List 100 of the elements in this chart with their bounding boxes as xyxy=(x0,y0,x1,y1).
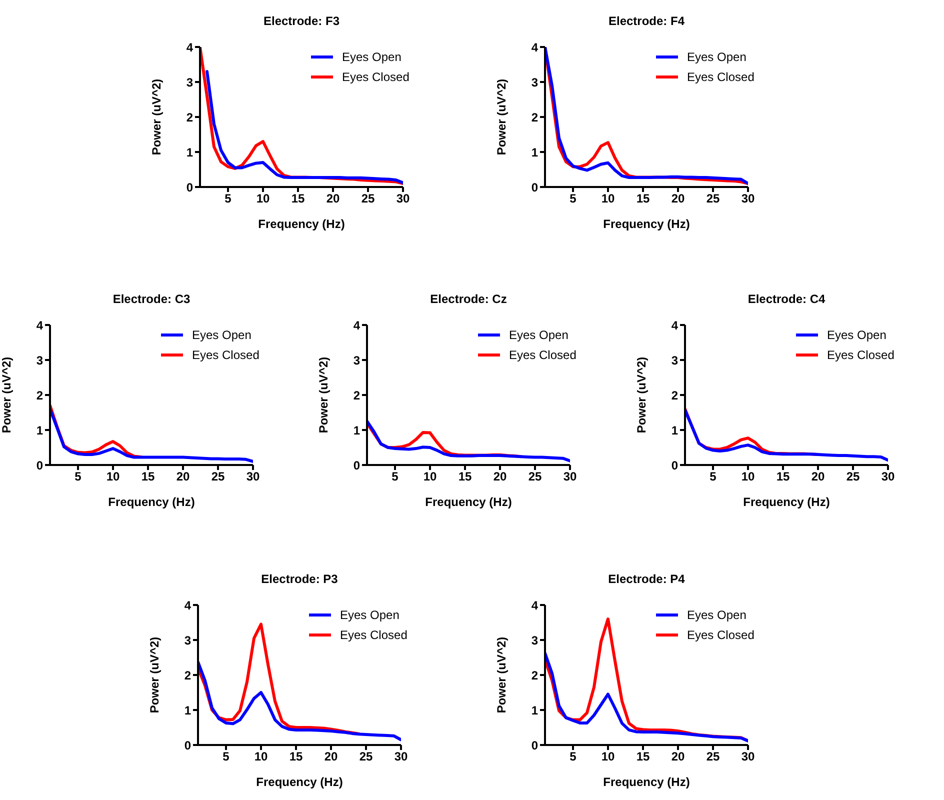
y-tick-label: 4 xyxy=(531,40,538,54)
y-tick-label: 1 xyxy=(353,423,360,438)
legend-label: Eyes Closed xyxy=(342,69,410,86)
legend-label: Eyes Closed xyxy=(827,347,894,364)
legend-label: Eyes Closed xyxy=(687,627,754,644)
x-tick-label: 20 xyxy=(326,192,340,206)
line-series xyxy=(198,660,401,742)
y-axis-title: Power (uV^2) xyxy=(494,78,508,156)
y-tick-label: 0 xyxy=(353,458,360,472)
x-tick-label: 10 xyxy=(741,470,755,484)
y-tick-label: 0 xyxy=(671,458,678,472)
y-tick-label: 3 xyxy=(353,353,360,368)
y-tick-label: 4 xyxy=(353,318,360,332)
y-axis-title: Power (uV^2) xyxy=(316,356,330,434)
x-tick-label: 30 xyxy=(396,192,410,206)
x-tick-label: 25 xyxy=(211,470,225,484)
chart-title: Electrode: P3 xyxy=(260,571,339,588)
x-tick-label: 10 xyxy=(601,192,615,206)
x-tick-label: 10 xyxy=(256,192,270,206)
x-tick-label: 10 xyxy=(601,750,615,764)
y-tick-label: 3 xyxy=(184,633,192,648)
y-tick-label: 1 xyxy=(184,703,192,718)
x-tick-label: 25 xyxy=(528,470,542,484)
y-tick-label: 0 xyxy=(531,180,538,194)
x-tick-label: 5 xyxy=(222,750,230,764)
x-tick-label: 20 xyxy=(176,470,190,484)
x-tick-label: 30 xyxy=(246,470,260,484)
x-tick-label: 25 xyxy=(359,750,373,764)
legend-label: Eyes Open xyxy=(687,49,746,66)
y-axis-title: Power (uV^2) xyxy=(149,78,164,156)
chart-title: Electrode: C3 xyxy=(112,291,192,308)
x-axis-title: Frequency (Hz) xyxy=(603,217,690,231)
chart-title: Electrode: C4 xyxy=(746,291,826,308)
line-series xyxy=(50,408,253,463)
y-tick-label: 3 xyxy=(36,353,44,368)
x-tick-label: 30 xyxy=(741,192,755,206)
y-tick-label: 4 xyxy=(36,318,44,332)
x-tick-label: 5 xyxy=(570,192,577,206)
legend-label: Eyes Closed xyxy=(687,69,754,86)
x-tick-label: 15 xyxy=(289,750,303,764)
y-tick-label: 1 xyxy=(36,423,44,438)
x-tick-label: 30 xyxy=(881,470,895,484)
legend-label: Eyes Closed xyxy=(509,347,576,364)
x-axis-title: Frequency (Hz) xyxy=(743,495,830,509)
x-tick-label: 20 xyxy=(811,470,825,484)
legend-label: Eyes Open xyxy=(192,327,252,344)
x-tick-label: 30 xyxy=(563,470,577,484)
x-tick-label: 5 xyxy=(224,192,232,206)
y-tick-label: 2 xyxy=(184,668,192,682)
chart-title: Electrode: F4 xyxy=(607,13,686,30)
x-axis-title: Frequency (Hz) xyxy=(258,217,345,231)
chart-title: Electrode: P4 xyxy=(607,571,686,588)
line-series xyxy=(545,652,748,742)
legend-label: Eyes Closed xyxy=(192,347,260,364)
x-tick-label: 15 xyxy=(291,192,305,206)
x-tick-label: 25 xyxy=(706,192,720,206)
x-tick-label: 10 xyxy=(254,750,268,764)
legend-label: Eyes Open xyxy=(687,607,746,624)
chart-title: Electrode: Cz xyxy=(429,291,508,308)
y-axis-title: Power (uV^2) xyxy=(494,636,508,714)
x-tick-label: 15 xyxy=(458,470,472,484)
chart-title: Electrode: F3 xyxy=(262,13,341,30)
y-tick-label: 2 xyxy=(671,388,678,402)
x-tick-label: 15 xyxy=(141,470,155,484)
x-tick-label: 15 xyxy=(636,750,650,764)
legend-label: Eyes Open xyxy=(342,49,402,66)
y-tick-label: 0 xyxy=(186,180,194,194)
y-tick-label: 2 xyxy=(531,668,538,682)
x-tick-label: 5 xyxy=(74,470,82,484)
y-axis-title: Power (uV^2) xyxy=(0,356,14,434)
x-tick-label: 5 xyxy=(570,750,577,764)
x-tick-label: 25 xyxy=(846,470,860,484)
y-tick-label: 4 xyxy=(184,598,192,612)
x-axis-title: Frequency (Hz) xyxy=(108,495,195,509)
y-axis-title: Power (uV^2) xyxy=(634,356,648,434)
y-axis-title: Power (uV^2) xyxy=(147,636,162,714)
x-tick-label: 5 xyxy=(710,470,717,484)
x-tick-label: 20 xyxy=(493,470,507,484)
y-tick-label: 1 xyxy=(671,423,678,438)
legend-label: Eyes Open xyxy=(509,327,568,344)
x-tick-label: 30 xyxy=(741,750,755,764)
x-tick-label: 20 xyxy=(671,750,685,764)
x-tick-label: 25 xyxy=(361,192,375,206)
legend-label: Eyes Open xyxy=(340,607,400,624)
y-tick-label: 3 xyxy=(531,633,538,648)
y-tick-label: 4 xyxy=(671,318,678,332)
y-tick-label: 3 xyxy=(186,75,194,90)
legend-label: Eyes Closed xyxy=(340,627,408,644)
y-tick-label: 2 xyxy=(531,110,538,124)
x-tick-label: 20 xyxy=(671,192,685,206)
x-axis-title: Frequency (Hz) xyxy=(603,775,690,789)
y-tick-label: 0 xyxy=(531,738,538,752)
y-tick-label: 4 xyxy=(531,598,538,612)
y-tick-label: 1 xyxy=(531,703,538,718)
y-tick-label: 0 xyxy=(184,738,192,752)
y-tick-label: 0 xyxy=(36,458,44,472)
x-tick-label: 15 xyxy=(776,470,790,484)
y-tick-label: 4 xyxy=(186,40,194,54)
x-axis-title: Frequency (Hz) xyxy=(256,775,343,789)
x-tick-label: 20 xyxy=(324,750,338,764)
